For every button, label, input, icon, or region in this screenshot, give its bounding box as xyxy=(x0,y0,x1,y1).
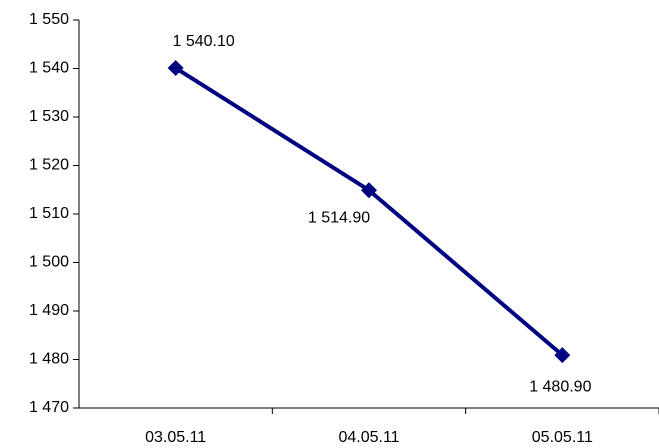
series-group: 1 540.10 1 514.90 1 480.90 xyxy=(167,33,592,395)
data-label: 1 480.90 xyxy=(529,378,591,395)
y-tick-label: 1 490 xyxy=(29,302,69,319)
y-tick-label: 1 500 xyxy=(29,254,69,271)
y-tick-label: 1 520 xyxy=(29,157,69,174)
x-tick-label: 03.05.11 xyxy=(145,429,206,446)
data-point-marker xyxy=(361,182,377,199)
y-tick-label: 1 470 xyxy=(29,399,69,416)
y-tick-label: 1 530 xyxy=(29,108,69,125)
x-tick-label: 05.05.11 xyxy=(532,429,593,446)
x-tick-label: 04.05.11 xyxy=(338,429,399,446)
data-label: 1 540.10 xyxy=(173,33,235,50)
data-point-marker xyxy=(554,347,571,364)
y-tick-label: 1 550 xyxy=(29,11,69,28)
y-axis-ticks: 1 470 1 480 1 490 1 500 1 510 1 520 1 530 1 540… xyxy=(29,11,79,416)
y-tick-label: 1 510 xyxy=(29,205,69,222)
y-tick-label: 1 540 xyxy=(29,60,69,77)
x-axis-ticks: 03.05.11 04.05.11 05.05.11 xyxy=(145,408,659,446)
data-point-marker xyxy=(167,60,184,77)
y-tick-label: 1 480 xyxy=(29,351,69,368)
data-label: 1 514.90 xyxy=(308,209,370,226)
